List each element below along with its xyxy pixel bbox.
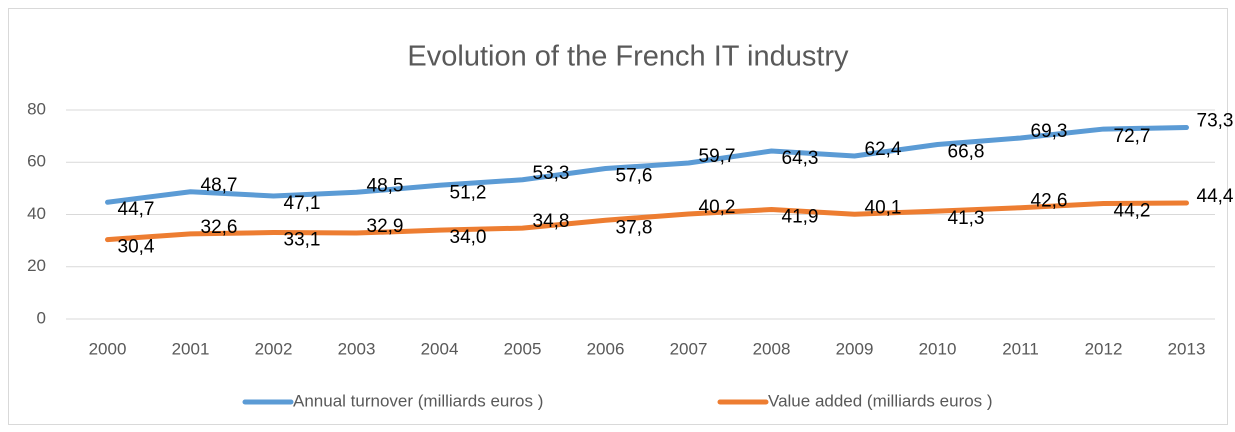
x-tick-label: 2013 <box>1168 339 1206 358</box>
data-label: 44,7 <box>118 199 155 220</box>
data-label: 53,3 <box>533 163 570 184</box>
data-label: 37,8 <box>616 217 653 238</box>
x-tick-label: 2009 <box>836 339 874 358</box>
y-tick-label: 0 <box>37 308 46 327</box>
data-label: 59,7 <box>699 146 736 167</box>
x-tick-label: 2008 <box>753 339 791 358</box>
x-tick-label: 2006 <box>587 339 625 358</box>
data-label: 57,6 <box>616 166 653 187</box>
y-tick-label: 20 <box>27 256 46 275</box>
x-tick-label: 2003 <box>338 339 376 358</box>
x-tick-label: 2011 <box>1002 339 1039 358</box>
data-label: 41,9 <box>782 207 819 228</box>
data-label: 41,3 <box>948 208 985 229</box>
y-tick-label: 80 <box>27 99 46 118</box>
data-label: 47,1 <box>284 193 321 214</box>
data-label: 62,4 <box>865 139 902 160</box>
data-label: 48,7 <box>201 175 238 196</box>
data-label: 64,3 <box>782 148 819 169</box>
data-label: 66,8 <box>948 142 985 163</box>
series-line <box>105 200 1189 243</box>
data-label: 40,1 <box>865 197 902 218</box>
data-label: 40,2 <box>699 197 736 218</box>
y-tick-label: 40 <box>27 204 46 223</box>
data-label: 44,4 <box>1197 186 1234 207</box>
chart-title: Evolution of the French IT industry <box>407 41 849 73</box>
x-tick-label: 2000 <box>89 339 127 358</box>
chart-border <box>8 8 1228 425</box>
y-tick-label: 60 <box>27 152 46 171</box>
data-label: 72,7 <box>1114 126 1151 147</box>
data-label: 42,6 <box>1031 191 1068 212</box>
data-label: 51,2 <box>450 182 487 203</box>
x-tick-label: 2007 <box>670 339 708 358</box>
x-tick-label: 2010 <box>919 339 957 358</box>
data-label: 44,2 <box>1114 201 1151 222</box>
data-label: 34,8 <box>533 211 570 232</box>
x-tick-label: 2001 <box>172 339 210 358</box>
data-label: 33,1 <box>284 230 321 251</box>
x-tick-label: 2004 <box>421 339 459 358</box>
data-label: 32,9 <box>367 216 404 237</box>
data-label: 69,3 <box>1031 121 1068 142</box>
data-label: 32,6 <box>201 217 238 238</box>
x-tick-label: 2012 <box>1085 339 1123 358</box>
x-tick-label: 2005 <box>504 339 542 358</box>
data-label: 48,5 <box>367 175 404 196</box>
x-tick-label: 2002 <box>255 339 293 358</box>
data-label: 73,3 <box>1197 111 1234 132</box>
data-label: 30,4 <box>118 237 155 258</box>
data-label: 34,0 <box>450 227 487 248</box>
legend-label: Annual turnover (milliards euros ) <box>293 391 543 410</box>
series-line <box>105 125 1189 205</box>
legend-label: Value added (milliards euros ) <box>768 391 993 410</box>
